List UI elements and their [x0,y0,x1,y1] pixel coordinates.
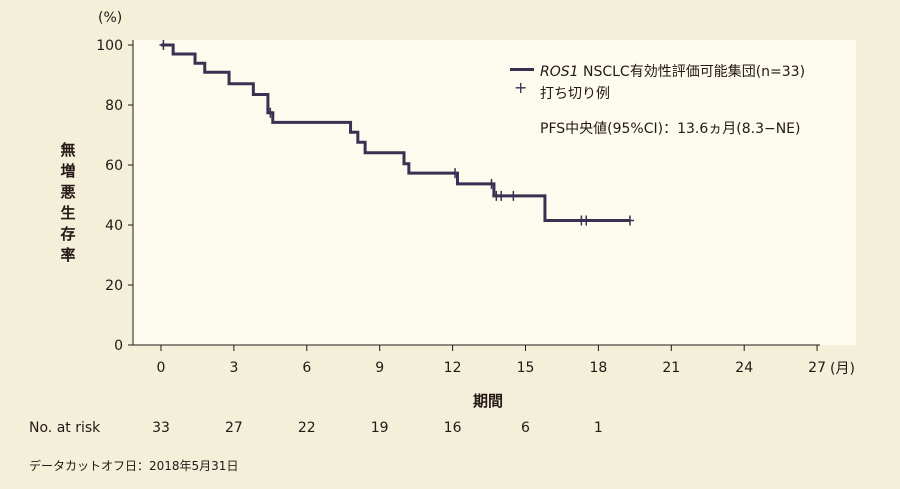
censored-mark [451,168,460,179]
censored-mark [159,40,168,50]
at-risk-value: 19 [370,420,389,436]
censored-mark [509,190,518,201]
y-tick-label: 80 [105,98,123,114]
censored-mark [582,215,591,226]
x-tick-label: 0 [157,360,166,376]
at-risk-value: 22 [297,420,316,436]
x-tick-label: 21 [662,360,680,376]
at-risk-label: No. at risk [29,420,101,436]
x-axis-title: 期間 [473,392,504,410]
y-axis-title: 無増悪生存率 [60,141,76,264]
censored-mark [266,107,275,118]
x-tick-label: 9 [375,360,384,376]
at-risk-value: 27 [224,420,243,436]
x-tick-label: 24 [735,360,753,376]
x-tick-label: 18 [589,360,607,376]
legend-censored-icon: + [514,78,528,97]
censored-mark [625,215,634,226]
y-unit-label: (%) [98,10,123,26]
y-tick-label: 40 [105,218,123,234]
x-tick-label: 6 [302,360,311,376]
legend-censored-label: 打ち切り例 [540,86,610,102]
x-unit-label: (月) [830,361,855,377]
censored-mark [497,190,506,201]
x-tick-label: 27 [808,360,826,376]
y-tick-label: 0 [114,338,123,354]
legend-series-label: ROS1 NSCLC有効性評価可能集団(n=33) [540,64,806,80]
legend-series-line [510,68,534,71]
x-tick-label: 12 [444,360,462,376]
y-tick-label: 100 [96,38,123,54]
at-risk-value: 16 [443,420,462,436]
x-tick-label: 15 [517,360,535,376]
at-risk-value: 1 [593,420,603,436]
y-tick-label: 20 [105,278,123,294]
y-tick-label: 60 [105,158,123,174]
x-tick-label: 3 [229,360,238,376]
censored-mark [487,178,496,189]
at-risk-value: 33 [152,420,170,436]
footnote: データカットオフ日：2018年5月31日 [29,459,239,473]
at-risk-value: 6 [521,420,530,436]
median-pfs-annotation: PFS中央値(95%CI)：13.6ヵ月(8.3−NE) [540,121,801,137]
km-curve [161,43,630,222]
